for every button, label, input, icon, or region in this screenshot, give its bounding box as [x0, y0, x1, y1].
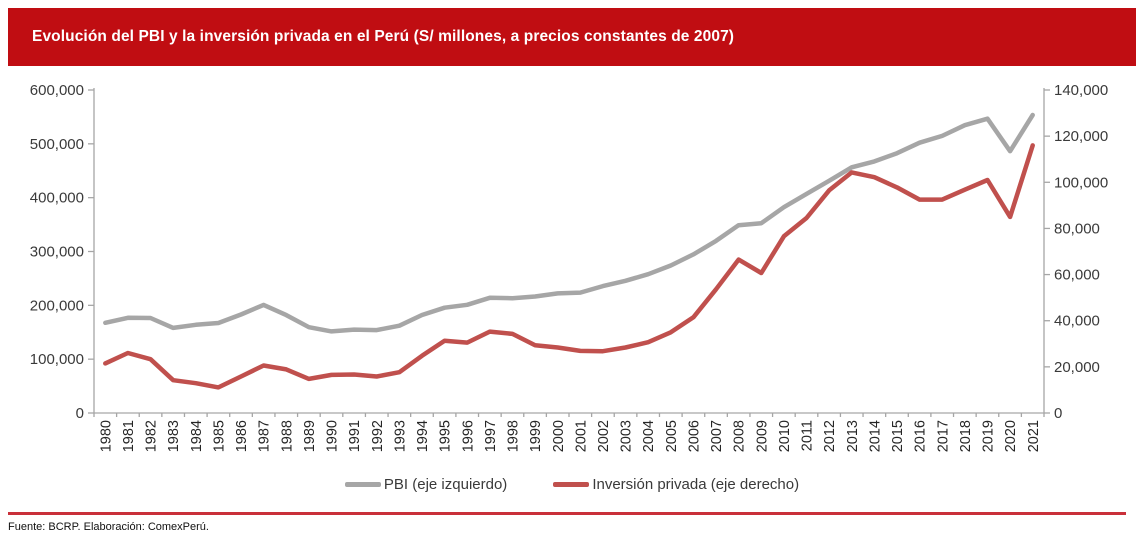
svg-text:2007: 2007 [709, 420, 725, 452]
svg-text:1982: 1982 [144, 420, 160, 452]
svg-text:2003: 2003 [619, 420, 635, 452]
svg-text:1984: 1984 [189, 420, 205, 452]
svg-text:2017: 2017 [935, 420, 951, 452]
legend-item-pbi: PBI (eje izquierdo) [344, 476, 508, 493]
line-chart: 0 100,000 200,000 300,000 400,000 500,000 600,… [30, 82, 1108, 452]
svg-text:0: 0 [76, 405, 84, 422]
svg-text:1993: 1993 [392, 420, 408, 452]
pbi-line-swatch-icon [344, 482, 381, 487]
svg-text:1996: 1996 [460, 420, 476, 452]
svg-text:1992: 1992 [370, 420, 386, 452]
svg-text:1991: 1991 [347, 420, 363, 452]
svg-text:1995: 1995 [438, 420, 454, 452]
svg-text:2019: 2019 [981, 420, 997, 452]
svg-text:2015: 2015 [890, 420, 906, 452]
svg-text:0: 0 [1054, 405, 1062, 422]
svg-text:100,000: 100,000 [30, 351, 84, 368]
svg-text:2016: 2016 [913, 420, 929, 452]
legend-label-pbi: PBI (eje izquierdo) [383, 476, 508, 493]
svg-text:2021: 2021 [1026, 420, 1042, 452]
legend-item-inversion-privada: Inversión privada (eje derecho) [553, 476, 799, 493]
chart-legend: PBI (eje izquierdo) Inversión privada (e… [0, 476, 1144, 493]
svg-text:40,000: 40,000 [1054, 313, 1100, 330]
svg-text:80,000: 80,000 [1054, 220, 1100, 237]
svg-text:2014: 2014 [867, 420, 883, 452]
chart-title-bar: Evolución del PBI y la inversión privada… [8, 8, 1136, 66]
svg-text:500,000: 500,000 [30, 136, 84, 153]
svg-text:2020: 2020 [1003, 420, 1019, 452]
svg-text:100,000: 100,000 [1054, 174, 1108, 191]
svg-text:1986: 1986 [234, 420, 250, 452]
svg-text:1998: 1998 [506, 420, 522, 452]
legend-label-inversion-privada: Inversión privada (eje derecho) [592, 476, 800, 493]
svg-text:20,000: 20,000 [1054, 359, 1100, 376]
svg-text:1988: 1988 [279, 420, 295, 452]
footer-divider [8, 512, 1126, 515]
svg-text:2009: 2009 [754, 420, 770, 452]
svg-text:2011: 2011 [800, 420, 816, 451]
svg-text:1994: 1994 [415, 420, 431, 452]
svg-text:2010: 2010 [777, 420, 793, 452]
svg-text:2005: 2005 [664, 420, 680, 452]
svg-text:1983: 1983 [166, 420, 182, 452]
svg-text:60,000: 60,000 [1054, 267, 1100, 284]
svg-text:2008: 2008 [732, 420, 748, 452]
svg-text:1997: 1997 [483, 420, 499, 452]
svg-text:400,000: 400,000 [30, 190, 84, 207]
svg-text:200,000: 200,000 [30, 297, 84, 314]
svg-text:300,000: 300,000 [30, 244, 84, 261]
svg-text:1999: 1999 [528, 420, 544, 452]
svg-text:140,000: 140,000 [1054, 82, 1108, 99]
svg-text:1990: 1990 [325, 420, 341, 452]
svg-text:2012: 2012 [822, 420, 838, 452]
svg-text:2018: 2018 [958, 420, 974, 452]
source-note: Fuente: BCRP. Elaboración: ComexPerú. [8, 521, 209, 533]
svg-text:1981: 1981 [121, 420, 137, 452]
svg-text:1985: 1985 [211, 420, 227, 452]
chart-title: Evolución del PBI y la inversión privada… [32, 28, 735, 45]
svg-text:2002: 2002 [596, 420, 612, 452]
svg-text:2004: 2004 [641, 420, 657, 452]
svg-text:1987: 1987 [257, 420, 273, 452]
svg-text:600,000: 600,000 [30, 82, 84, 99]
svg-text:1989: 1989 [302, 420, 318, 452]
svg-text:2000: 2000 [551, 420, 567, 452]
svg-text:2001: 2001 [573, 420, 589, 452]
svg-text:2013: 2013 [845, 420, 861, 452]
svg-text:1980: 1980 [98, 420, 114, 452]
svg-text:2006: 2006 [686, 420, 702, 452]
svg-text:120,000: 120,000 [1054, 128, 1108, 145]
inversion-line-swatch-icon [553, 482, 590, 487]
